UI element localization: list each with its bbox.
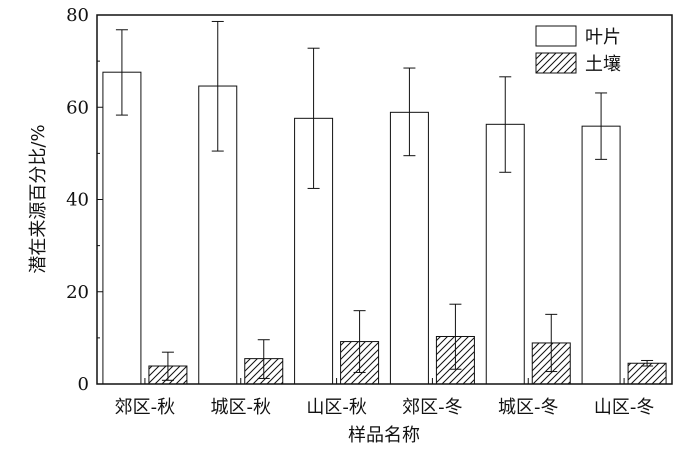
bars-layer	[102, 71, 667, 385]
error-bar-soil-5	[641, 359, 654, 367]
legend-swatch-soil	[535, 52, 577, 74]
y-tick-label-2: 40	[66, 190, 89, 211]
y-axis-label: 潜在来源百分比/%	[28, 124, 49, 273]
x-tick-label-2: 山区-秋	[306, 397, 367, 418]
error-bar-leaf-4	[499, 76, 512, 173]
error-bar-soil-4	[545, 313, 558, 373]
error-bar-leaf-1	[211, 20, 224, 152]
error-bar-soil-1	[257, 339, 270, 379]
legend-label-leaf: 叶片	[585, 27, 621, 48]
error-bar-leaf-3	[403, 67, 416, 157]
x-tick-label-5: 山区-冬	[594, 397, 655, 418]
x-axis: 郊区-秋 城区-秋 山区-秋 郊区-冬 城区-冬 山区-冬	[115, 378, 655, 418]
x-tick-label-0: 郊区-秋	[115, 397, 176, 418]
legend: 叶片 土壤	[535, 25, 621, 75]
legend-label-soil: 土壤	[585, 54, 621, 75]
error-bar-leaf-5	[595, 92, 608, 160]
y-tick-label-0: 0	[78, 374, 89, 395]
bar-leaf-5	[581, 125, 621, 385]
y-axis: 0 20 40 60 80	[66, 5, 103, 395]
error-bar-leaf-0	[115, 29, 128, 116]
x-tick-label-3: 郊区-冬	[402, 397, 463, 418]
error-bar-leaf-2	[307, 47, 320, 189]
error-bar-soil-0	[161, 351, 174, 381]
x-tick-label-1: 城区-秋	[211, 397, 272, 418]
x-axis-label: 样品名称	[348, 425, 420, 446]
legend-swatch-leaf	[535, 25, 577, 47]
y-tick-label-1: 20	[66, 282, 89, 303]
x-tick-label-4: 城区-冬	[498, 397, 559, 418]
bar-leaf-0	[102, 71, 142, 385]
y-tick-label-3: 60	[66, 97, 89, 118]
error-bars-layer	[115, 20, 654, 381]
error-bar-soil-2	[353, 310, 366, 373]
error-bar-soil-3	[449, 303, 462, 370]
y-tick-label-4: 80	[66, 5, 89, 26]
